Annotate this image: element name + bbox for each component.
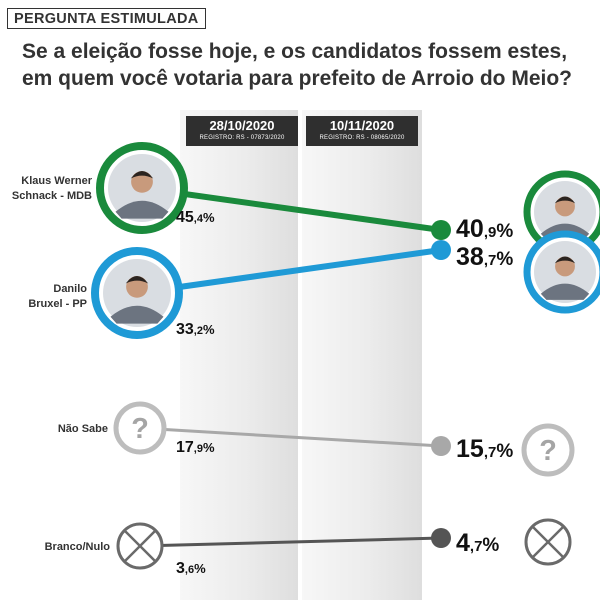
x-circle-icon	[116, 522, 164, 570]
series-name-n-o-sabe: Não Sabe	[58, 422, 108, 437]
series-line-branco-nulo	[139, 536, 442, 548]
survey-date-1-text: 28/10/2020	[209, 118, 275, 133]
series-name-branco-nulo: Branco/Nulo	[45, 540, 110, 555]
title-line-2: em quem você votaria para prefeito de Ar…	[22, 67, 573, 90]
candidate-photo-klaus-werner-schnack-mdb-right	[523, 170, 600, 254]
series-line-n-o-sabe	[139, 426, 442, 448]
column-band-2	[302, 110, 422, 600]
survey-registro-2: REGISTRO: RS - 08065/2020	[319, 135, 405, 141]
series-line-danilo-bruxel-pp	[136, 247, 442, 296]
series-line-klaus-werner-schnack-mdb	[141, 185, 442, 233]
data-label-klaus-werner-schnack-mdb-1: 45,4%	[176, 209, 215, 226]
point-n-o-sabe-2	[431, 436, 451, 456]
question-type-tag: PERGUNTA ESTIMULADA	[7, 8, 206, 29]
data-label-n-o-sabe-2: 15,7%	[456, 435, 513, 463]
series-name-line: Klaus Werner	[21, 175, 92, 187]
survey-registro-1: REGISTRO: RS - 07873/2020	[199, 135, 285, 141]
column-band-1	[180, 110, 298, 600]
question-mark-icon: ?	[113, 401, 167, 455]
series-name-line: Branco/Nulo	[44, 541, 110, 553]
survey-date-2-text: 10/11/2020	[329, 118, 395, 133]
data-label-danilo-bruxel-pp-2: 38,7%	[456, 243, 513, 271]
data-label-n-o-sabe-1: 17,9%	[176, 439, 215, 456]
svg-text:?: ?	[131, 413, 149, 445]
point-danilo-bruxel-pp-2	[431, 240, 451, 260]
survey-date-2: 10/11/2020 REGISTRO: RS - 08065/2020	[306, 116, 418, 146]
candidate-photo-danilo-bruxel-pp-right	[523, 230, 600, 314]
series-name-klaus-werner-schnack-mdb: Klaus Werner Schnack - MDB	[12, 174, 92, 204]
candidate-photo-danilo-bruxel-pp-left	[91, 247, 183, 339]
data-label-klaus-werner-schnack-mdb-2: 40,9%	[456, 215, 513, 243]
series-name-line: Não Sabe	[57, 423, 108, 435]
series-name-line: Schnack - MDB	[11, 190, 92, 202]
point-klaus-werner-schnack-mdb-2	[431, 220, 451, 240]
series-name-line: Danilo	[53, 283, 87, 295]
candidate-photo-klaus-werner-schnack-mdb-left	[96, 142, 188, 234]
column-divider	[298, 110, 302, 600]
svg-text:?: ?	[539, 435, 557, 467]
chart-title: Se a eleição fosse hoje, e os candidatos…	[22, 38, 597, 92]
point-branco-nulo-2	[431, 528, 451, 548]
data-label-danilo-bruxel-pp-1: 33,2%	[176, 321, 215, 338]
title-line-1: Se a eleição fosse hoje, e os candidatos…	[22, 40, 568, 63]
series-name-line: Bruxel - PP	[28, 298, 87, 310]
poll-line-chart: 45,4% 40,9% 33,2% 38,7%?? 17,9% 15,7% 3,6% 4,7%	[0, 110, 600, 600]
x-circle-icon	[524, 518, 572, 566]
survey-date-1: 28/10/2020 REGISTRO: RS - 07873/2020	[186, 116, 298, 146]
question-mark-icon: ?	[521, 423, 575, 477]
data-label-branco-nulo-2: 4,7%	[456, 529, 499, 557]
data-label-branco-nulo-1: 3,6%	[176, 560, 206, 577]
series-name-danilo-bruxel-pp: Danilo Bruxel - PP	[28, 282, 87, 312]
